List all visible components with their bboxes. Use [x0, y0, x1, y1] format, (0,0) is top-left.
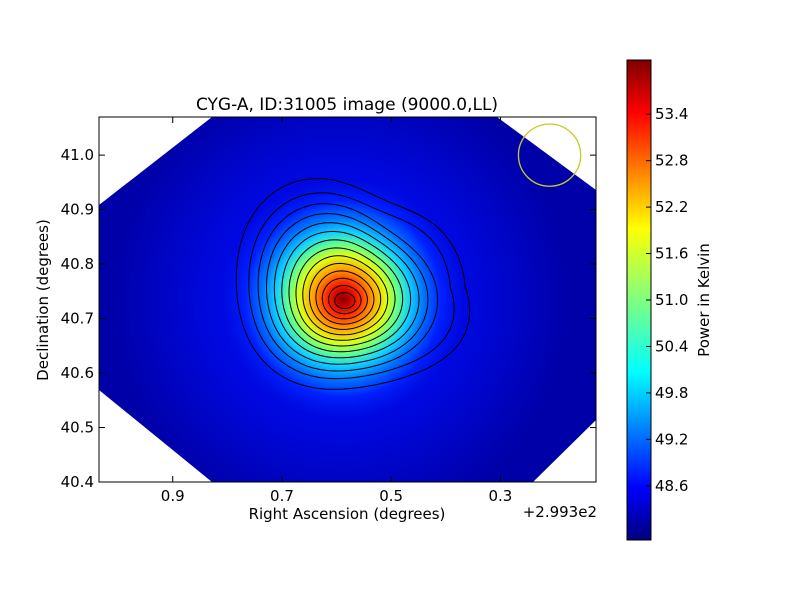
y-tick-label: 40.6 [61, 364, 94, 382]
y-tick-label: 40.7 [61, 310, 94, 328]
y-tick-label: 41.0 [61, 146, 94, 164]
x-tick-label: 0.3 [488, 487, 512, 505]
chart-title: CYG-A, ID:31005 image (9000.0,LL) [196, 95, 498, 115]
y-axis-ticks: 41.0 40.9 40.8 40.7 40.6 40.5 40.4 [61, 146, 596, 491]
contour-lines [235, 178, 471, 390]
x-axis-label: Right Ascension (degrees) [249, 505, 446, 523]
contour-line [302, 255, 389, 336]
contour-line [257, 203, 439, 372]
colorbar-tick-label: 51.6 [655, 245, 688, 263]
colorbar-ticks: 53.4 52.8 52.2 51.6 51.0 50.4 49.8 49.2 48.6 [646, 105, 688, 495]
colorbar-tick-label: 49.2 [655, 430, 688, 448]
colorbar-tick-label: 48.6 [655, 477, 688, 495]
colorbar: 53.4 52.8 52.2 51.6 51.0 50.4 49.8 49.2 48.6 Pow… [626, 59, 713, 541]
colorbar-tick-label: 52.2 [655, 198, 688, 216]
contour-line [295, 247, 396, 341]
plot-frame [98, 116, 597, 483]
y-tick-label: 40.9 [61, 201, 94, 219]
contour-line [308, 262, 382, 330]
x-axis-ticks: 0.9 0.7 0.5 0.3 [161, 117, 512, 505]
x-axis-offset-label: +2.993e2 [523, 503, 597, 521]
y-axis-label: Declination (degrees) [34, 219, 52, 381]
contour-line [334, 292, 356, 309]
colorbar-tick-label: 51.0 [655, 291, 688, 309]
y-tick-label: 40.4 [61, 473, 94, 491]
contour-line [288, 239, 404, 347]
y-tick-label: 40.8 [61, 255, 94, 273]
colorbar-tick-label: 49.8 [655, 384, 688, 402]
contour-line [281, 230, 412, 353]
contour-line [235, 178, 471, 390]
contour-line [248, 192, 455, 380]
x-tick-label: 0.9 [161, 487, 185, 505]
contour-line [273, 222, 420, 359]
contour-line [328, 285, 362, 315]
x-tick-label: 0.7 [270, 487, 294, 505]
colorbar-tick-label: 53.4 [655, 105, 688, 123]
source-emission [218, 181, 468, 417]
y-tick-label: 40.5 [61, 419, 94, 437]
contour-line [321, 277, 368, 320]
x-tick-label: 0.5 [379, 487, 403, 505]
colorbar-label: Power in Kelvin [695, 243, 713, 357]
image-area [99, 117, 596, 482]
beam-circle [517, 123, 582, 187]
colorbar-tick-label: 50.4 [655, 337, 688, 355]
colorbar-tick-label: 52.8 [655, 152, 688, 170]
contour-line [315, 270, 375, 325]
contour-line [266, 212, 429, 365]
